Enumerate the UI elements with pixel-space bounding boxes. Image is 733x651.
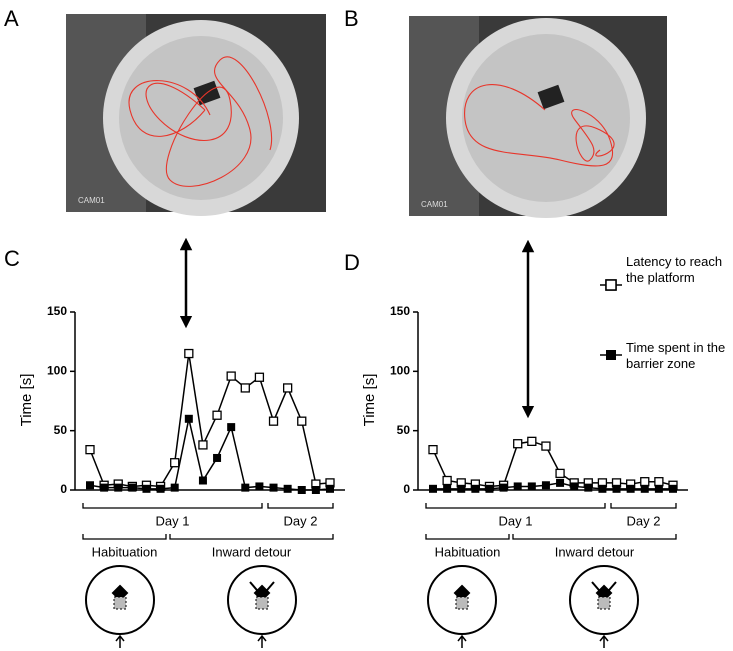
data-point bbox=[555, 468, 565, 479]
data-point bbox=[669, 484, 677, 493]
arena-diagram bbox=[85, 565, 639, 648]
bracket bbox=[512, 534, 677, 540]
data-point bbox=[184, 348, 194, 359]
data-point bbox=[213, 453, 222, 462]
data-point bbox=[212, 410, 222, 420]
data-point bbox=[499, 483, 508, 492]
panel-label: D bbox=[344, 250, 360, 275]
photo-label: CAM01 bbox=[78, 196, 105, 205]
series-line bbox=[89, 353, 331, 488]
data-point bbox=[584, 483, 593, 492]
data-point bbox=[297, 416, 307, 426]
panel-label: B bbox=[344, 6, 359, 31]
y-tick-label: 50 bbox=[397, 423, 411, 437]
data-point bbox=[170, 458, 180, 468]
data-point bbox=[640, 477, 650, 487]
legend-text: Latency to reach the platform bbox=[626, 254, 723, 285]
data-point bbox=[654, 484, 663, 493]
data-point bbox=[513, 439, 523, 449]
photo: CAM01 bbox=[409, 16, 667, 218]
data-point bbox=[513, 482, 522, 491]
data-point bbox=[541, 481, 550, 490]
data-point bbox=[240, 383, 250, 393]
data-point bbox=[198, 440, 208, 450]
y-tick-label: 100 bbox=[47, 364, 67, 378]
y-tick-label: 100 bbox=[390, 364, 410, 378]
data-point bbox=[170, 483, 179, 492]
bracket bbox=[82, 534, 167, 540]
annotation: Habituation bbox=[435, 544, 501, 559]
data-point bbox=[527, 436, 537, 446]
data-point bbox=[326, 484, 334, 493]
data-point bbox=[428, 445, 438, 455]
data-point bbox=[442, 475, 452, 486]
bracket bbox=[425, 503, 606, 509]
bracket bbox=[169, 534, 334, 540]
data-point bbox=[485, 484, 494, 493]
data-point bbox=[85, 445, 95, 455]
data-point bbox=[457, 484, 466, 493]
bracket bbox=[267, 503, 334, 509]
data-point bbox=[612, 484, 621, 493]
data-point bbox=[654, 477, 664, 487]
bracket bbox=[82, 503, 263, 509]
annotation: Inward detour bbox=[555, 544, 635, 559]
data-point bbox=[269, 483, 278, 492]
annotation: Day 1 bbox=[499, 513, 533, 528]
y-tick-label: 150 bbox=[47, 304, 67, 318]
y-axis-label: Time [s] bbox=[361, 374, 378, 427]
legend-marker bbox=[605, 279, 617, 291]
panel-label: C bbox=[4, 246, 20, 271]
data-point bbox=[297, 486, 306, 494]
photo-label: CAM01 bbox=[421, 200, 448, 209]
data-point bbox=[254, 372, 265, 382]
data-point bbox=[283, 484, 292, 493]
annotation: Day 1 bbox=[156, 513, 190, 528]
data-point bbox=[556, 478, 565, 487]
photo: CAM01 bbox=[66, 14, 326, 216]
data-point bbox=[142, 484, 151, 493]
data-point bbox=[227, 423, 236, 432]
y-tick-label: 0 bbox=[60, 482, 67, 496]
data-point bbox=[198, 476, 207, 485]
data-point bbox=[268, 416, 279, 426]
data-point bbox=[541, 441, 551, 451]
data-point bbox=[527, 482, 536, 491]
data-point bbox=[311, 486, 320, 494]
series-line bbox=[432, 440, 674, 488]
data-point bbox=[570, 482, 579, 491]
data-point bbox=[640, 484, 649, 493]
bracket bbox=[425, 534, 510, 540]
data-point bbox=[429, 484, 437, 493]
y-tick-label: 150 bbox=[390, 304, 410, 318]
y-axis-label: Time [s] bbox=[18, 374, 35, 427]
data-point bbox=[255, 482, 264, 491]
legend-entry: Time spent in the barrier zone bbox=[626, 340, 726, 371]
data-point bbox=[282, 383, 293, 393]
data-point bbox=[128, 483, 137, 492]
data-point bbox=[100, 483, 109, 492]
data-point bbox=[86, 481, 94, 490]
legend-text: Time spent in the barrier zone bbox=[626, 340, 726, 371]
data-point bbox=[184, 414, 193, 423]
annotation: Habituation bbox=[92, 544, 158, 559]
y-tick-label: 50 bbox=[54, 423, 68, 437]
data-point bbox=[114, 483, 123, 492]
legend-entry: Latency to reach the platform bbox=[626, 254, 723, 285]
data-point bbox=[241, 483, 250, 492]
data-point bbox=[598, 484, 607, 493]
annotation: Inward detour bbox=[212, 544, 292, 559]
data-point bbox=[443, 484, 452, 493]
data-point bbox=[471, 484, 480, 493]
panel-label: A bbox=[4, 6, 19, 31]
data-point bbox=[156, 484, 165, 493]
bracket bbox=[610, 503, 677, 509]
annotation: Day 2 bbox=[284, 513, 318, 528]
legend-marker bbox=[606, 350, 616, 360]
annotation: Day 2 bbox=[627, 513, 661, 528]
data-point bbox=[626, 484, 635, 493]
y-tick-label: 0 bbox=[403, 482, 410, 496]
data-point bbox=[226, 371, 236, 381]
